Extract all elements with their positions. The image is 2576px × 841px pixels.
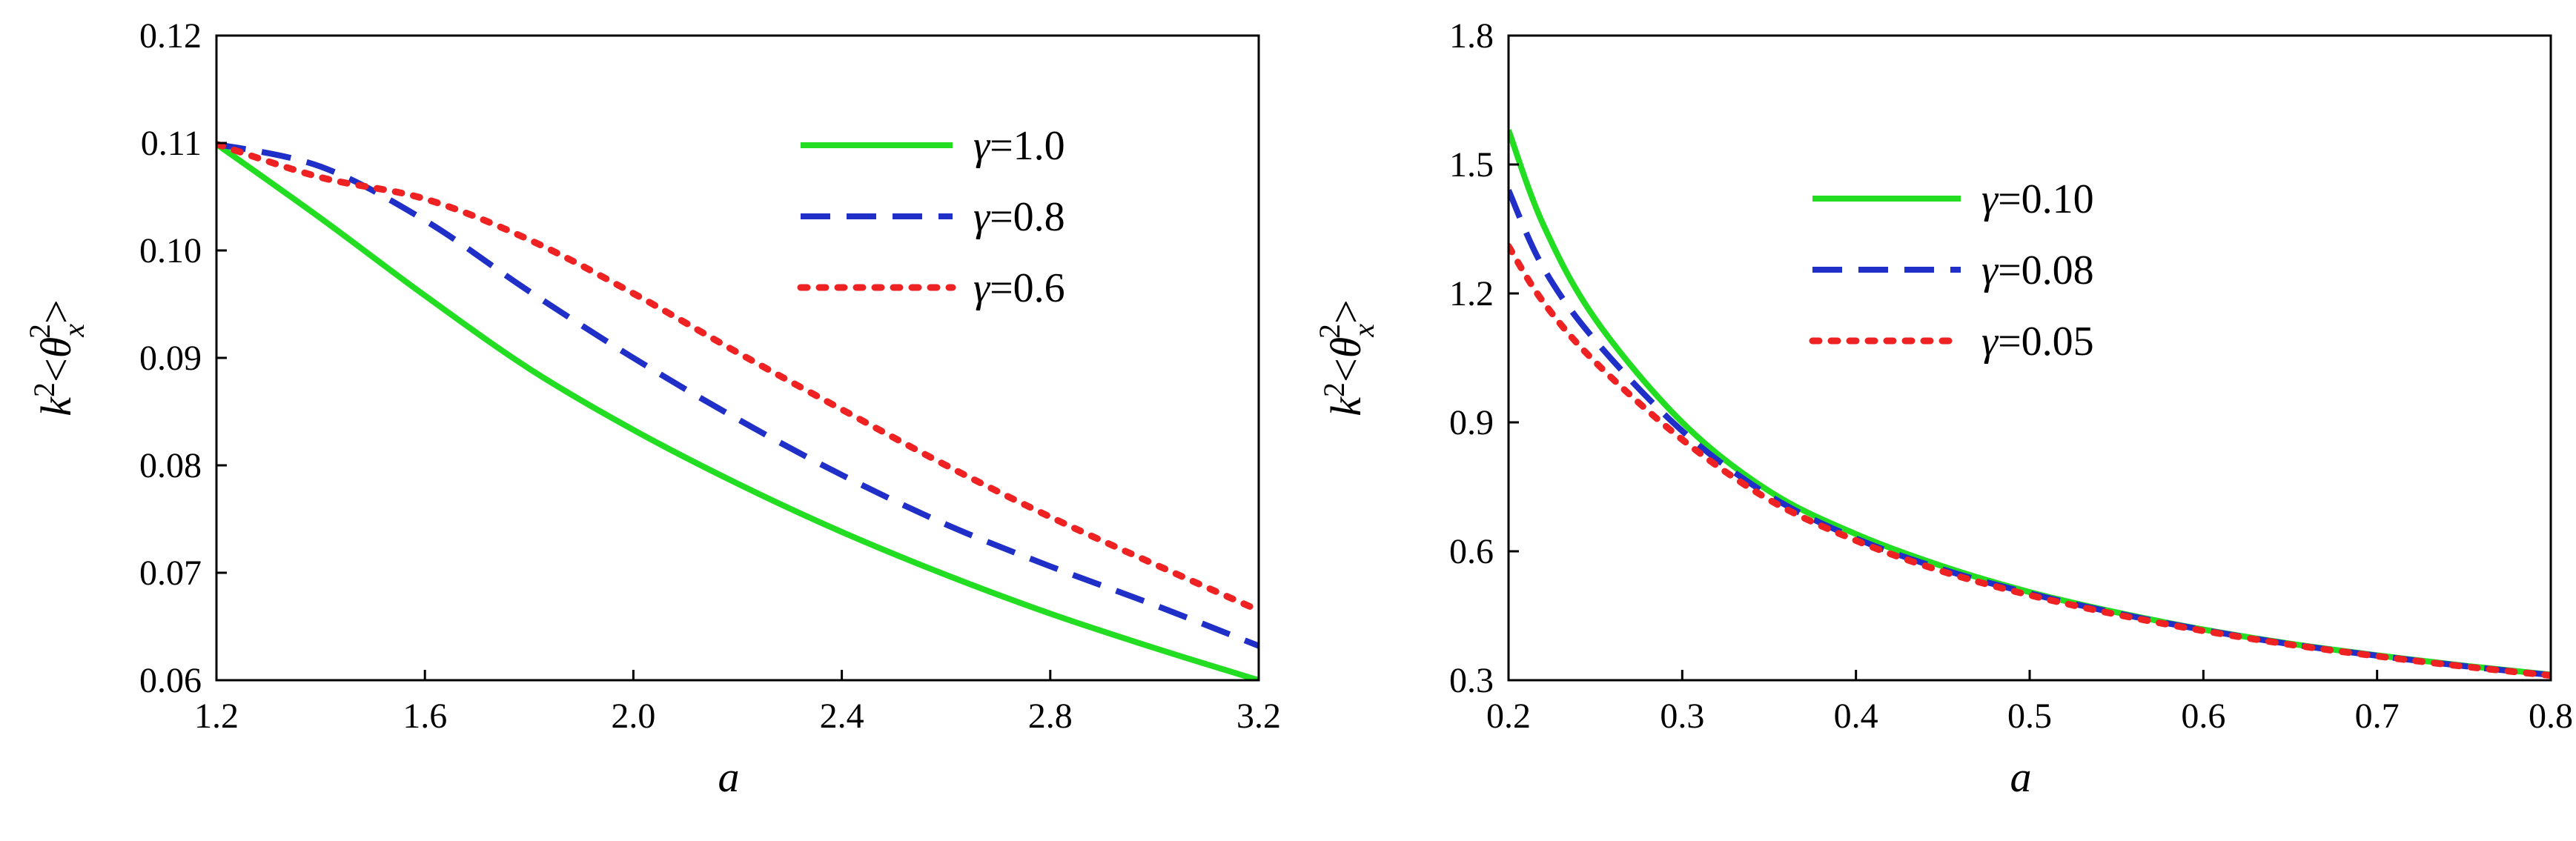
y-tick-label: 0.09 xyxy=(139,339,202,378)
x-tick-label: 1.2 xyxy=(194,697,239,736)
y-tick-label: 1.5 xyxy=(1449,145,1494,185)
x-tick-label: 2.8 xyxy=(1028,697,1073,736)
x-tick-label: 2.4 xyxy=(820,697,864,736)
y-tick-label: 0.11 xyxy=(141,124,202,163)
x-axis-label: a xyxy=(718,753,740,801)
y-tick-label: 0.10 xyxy=(139,231,202,270)
x-tick-label: 0.6 xyxy=(2181,697,2225,736)
legend-label-1: γ=0.10 xyxy=(1981,176,2094,222)
y-tick-label: 0.9 xyxy=(1449,403,1494,442)
plot-frame xyxy=(215,34,1260,682)
legend-label-2: γ=0.08 xyxy=(1981,247,2094,293)
y-tick-label: 0.08 xyxy=(139,446,202,485)
y-tick-label: 0.3 xyxy=(1449,661,1494,700)
y-tick-label: 0.12 xyxy=(139,16,202,56)
series-line-3 xyxy=(216,141,1259,614)
legend: γ=0.10 γ=0.08 γ=0.05 xyxy=(1809,176,2094,365)
series-line-2 xyxy=(1509,189,2551,678)
x-tick-label: 0.3 xyxy=(1660,697,1704,736)
x-tick-label: 0.5 xyxy=(2007,697,2052,736)
x-tick-label: 0.4 xyxy=(1834,697,1878,736)
y-tick-label: 0.06 xyxy=(139,661,202,700)
legend-label-2: γ=0.8 xyxy=(973,194,1065,240)
chart-panel-2: 0.2 0.3 0.4 0.5 0.6 0.7 0.80.30.60.91.21.51.8a… xyxy=(1313,16,2573,801)
series-line-2 xyxy=(216,141,1259,649)
y-axis-label: k2<θx2> xyxy=(23,299,90,416)
x-axis-label: a xyxy=(2010,753,2032,801)
x-tick-label: 3.2 xyxy=(1236,697,1281,736)
legend-label-3: γ=0.6 xyxy=(973,265,1065,311)
x-tick-label: 0.2 xyxy=(1486,697,1531,736)
legend-label-1: γ=1.0 xyxy=(973,123,1065,169)
y-tick-label: 0.6 xyxy=(1449,532,1494,571)
x-tick-label: 0.7 xyxy=(2355,697,2400,736)
y-axis-label: k2<θx2> xyxy=(1313,299,1380,416)
chart-panel-1: 1.2 1.6 2.0 2.4 2.8 3.2 0.06 0.07 0.08 0.09 0.10 0.… xyxy=(23,16,1281,801)
x-tick-label: 1.6 xyxy=(403,697,447,736)
x-tick-label: 0.8 xyxy=(2529,697,2573,736)
series-line-1 xyxy=(216,142,1259,680)
legend-label-3: γ=0.05 xyxy=(1981,319,2094,365)
y-tick-label: 1.2 xyxy=(1449,274,1494,313)
legend: γ=1.0 γ=0.8 γ=0.6 xyxy=(797,123,1065,311)
x-tick-label: 2.0 xyxy=(611,697,655,736)
series-line-3 xyxy=(1509,242,2551,679)
y-tick-label: 1.8 xyxy=(1449,16,1494,56)
y-tick-label: 0.07 xyxy=(139,554,202,593)
